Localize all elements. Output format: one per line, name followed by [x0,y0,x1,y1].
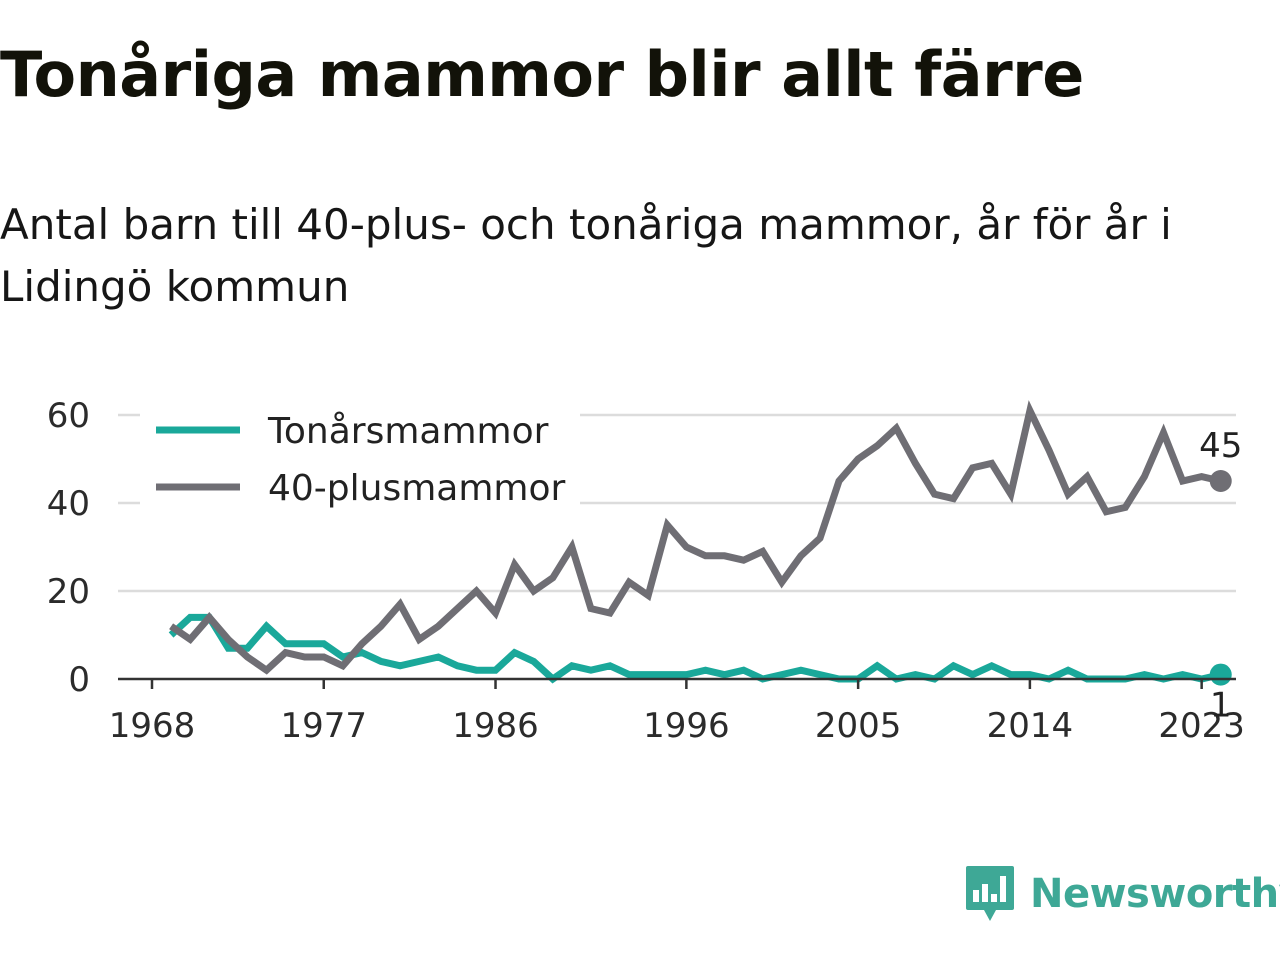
series-end-point-ton-rsmammor [1209,663,1232,686]
brand-logo[interactable]: Newsworthy [964,864,1280,924]
x-tick-label-1968: 1968 [109,706,196,746]
legend-label-ton-rsmammor: Tonårsmammor [267,411,549,452]
y-tick-label-60: 60 [47,396,90,436]
x-tick-label-2005: 2005 [815,706,902,746]
end-label-40-plusmammor: 45 [1199,426,1242,466]
chart-subtitle: Antal barn till 40-plus- och tonåriga ma… [0,200,1172,311]
series-line-ton-rsmammor [168,613,1222,684]
y-tick-label-0: 0 [68,660,90,700]
x-tick-label-1996: 1996 [643,706,730,746]
legend: Tonårsmammor 40-plusmammor [140,410,580,509]
x-tick-label-1977: 1977 [280,706,367,746]
end-label-ton-rsmammor: 1 [1210,686,1232,726]
legend-background [140,410,580,508]
x-tick-label-2023: 2023 [1158,706,1245,746]
series-end-point-40-plusmammor [1209,470,1232,492]
legend-label-40-plusmammor: 40-plusmammor [268,468,566,509]
y-tick-label-40: 40 [47,484,90,524]
newsworthy-logo-icon [966,866,1014,921]
y-tick-label-20: 20 [47,572,90,612]
axes: 0 20 40 60 1968 1977 1986 1996 2005 2014 2023 [47,396,1245,746]
end-labels: 1 45 [1199,426,1242,726]
chart-title: Tonåriga mammor blir allt färre [0,38,1084,111]
x-tick-label-2014: 2014 [987,706,1074,746]
line-chart: Tonårsmammor 40-plusmammor 0 20 40 60 1968 197… [47,396,1245,746]
series-line-40-plusmammor [169,400,1222,675]
x-tick-label-1986: 1986 [452,706,539,746]
brand-name: Newsworthy [1030,871,1280,917]
